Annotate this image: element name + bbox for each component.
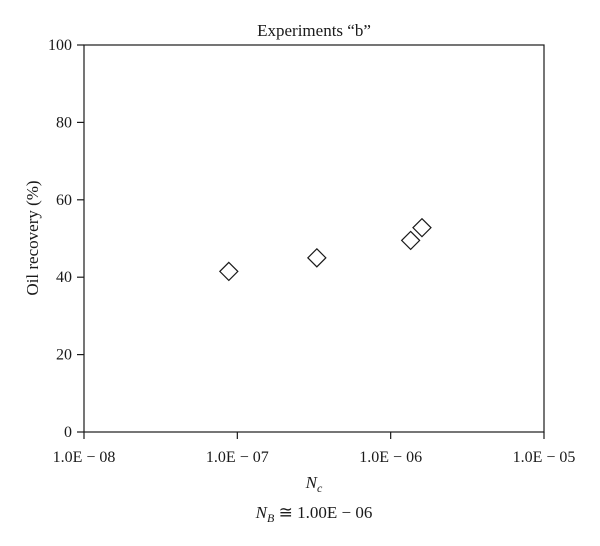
nb-note-value: ≅ 1.00E − 06 [274,503,372,522]
y-tick-label: 80 [56,114,72,131]
plot-frame [83,44,545,433]
x-axis: 1.0E − 08 1.0E − 07 1.0E − 06 1.0E − 05 [53,432,576,466]
y-tick-label: 40 [56,269,72,286]
y-tick-label: 100 [48,37,72,54]
y-tick-label: 0 [64,424,72,441]
x-axis-title-sub: c [317,481,323,495]
y-axis: 0 20 40 60 80 100 [48,37,84,441]
x-axis-title: Nc [305,473,323,495]
data-points [218,217,432,282]
y-tick-label: 20 [56,347,72,364]
data-point [218,261,239,282]
x-tick-label: 1.0E − 07 [206,449,269,466]
data-point [306,248,327,268]
chart-title: Experiments “b” [257,21,371,40]
x-tick-label: 1.0E − 08 [53,449,116,466]
data-point [400,230,421,251]
x-tick-label: 1.0E − 05 [513,449,576,466]
nb-note-var: N [255,503,269,522]
y-tick-label: 60 [56,192,72,209]
x-tick-label: 1.0E − 06 [359,449,422,466]
nb-note: NB ≅ 1.00E − 06 [255,503,373,525]
x-axis-title-var: N [305,473,319,492]
nb-note-sub: B [267,511,275,525]
y-axis-title: Oil recovery (%) [23,180,42,295]
data-point [412,217,432,238]
